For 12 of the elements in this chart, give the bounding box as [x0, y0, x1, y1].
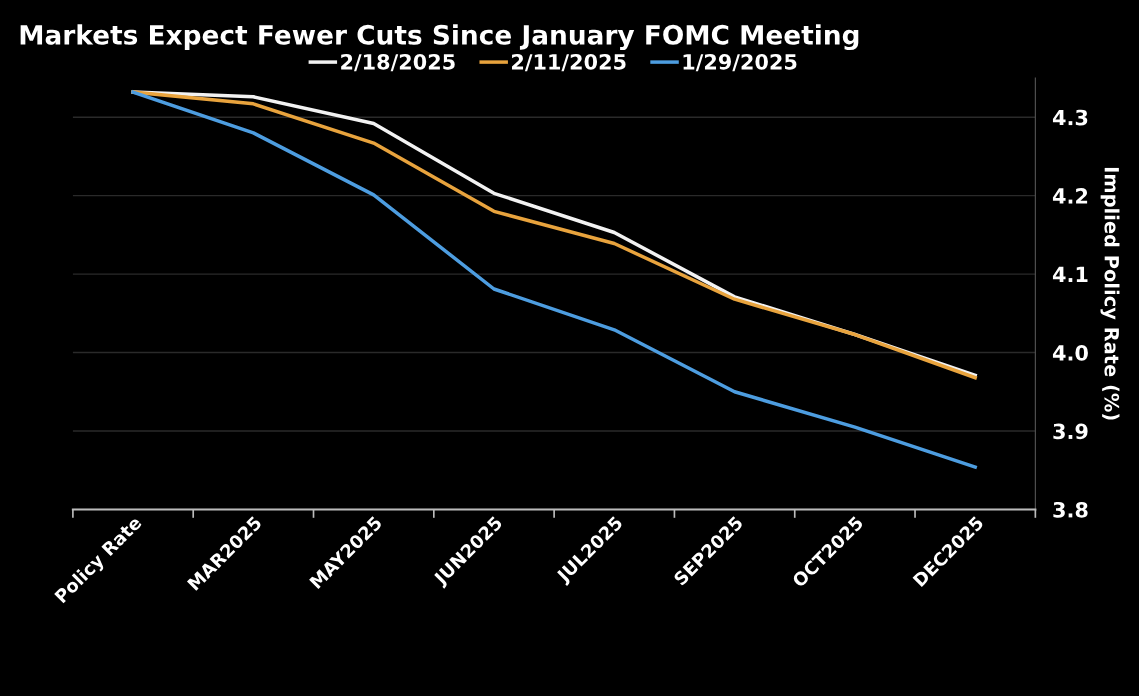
y2-axis-title: Implied Policy Rate (%)	[1100, 167, 1120, 420]
y2-tick-label: 4.1	[1052, 266, 1088, 283]
line-series	[131, 90, 977, 469]
legend-label: 2/11/2025	[512, 53, 626, 72]
y2-tick-label: 3.8	[1053, 501, 1088, 518]
y2-tick-label: 3.9	[1053, 423, 1088, 440]
y2-tick-label: 4.2	[1052, 188, 1088, 204]
chart-title: Markets Expect Fewer Cuts Since January FOMC Meeting	[20, 24, 859, 51]
legend-label: 1/29/2025	[683, 53, 797, 72]
y2-tick-label: 4.0	[1052, 345, 1088, 361]
legend-label: 2/18/2025	[341, 53, 455, 72]
y2-tick-label: 4.3	[1052, 109, 1088, 126]
